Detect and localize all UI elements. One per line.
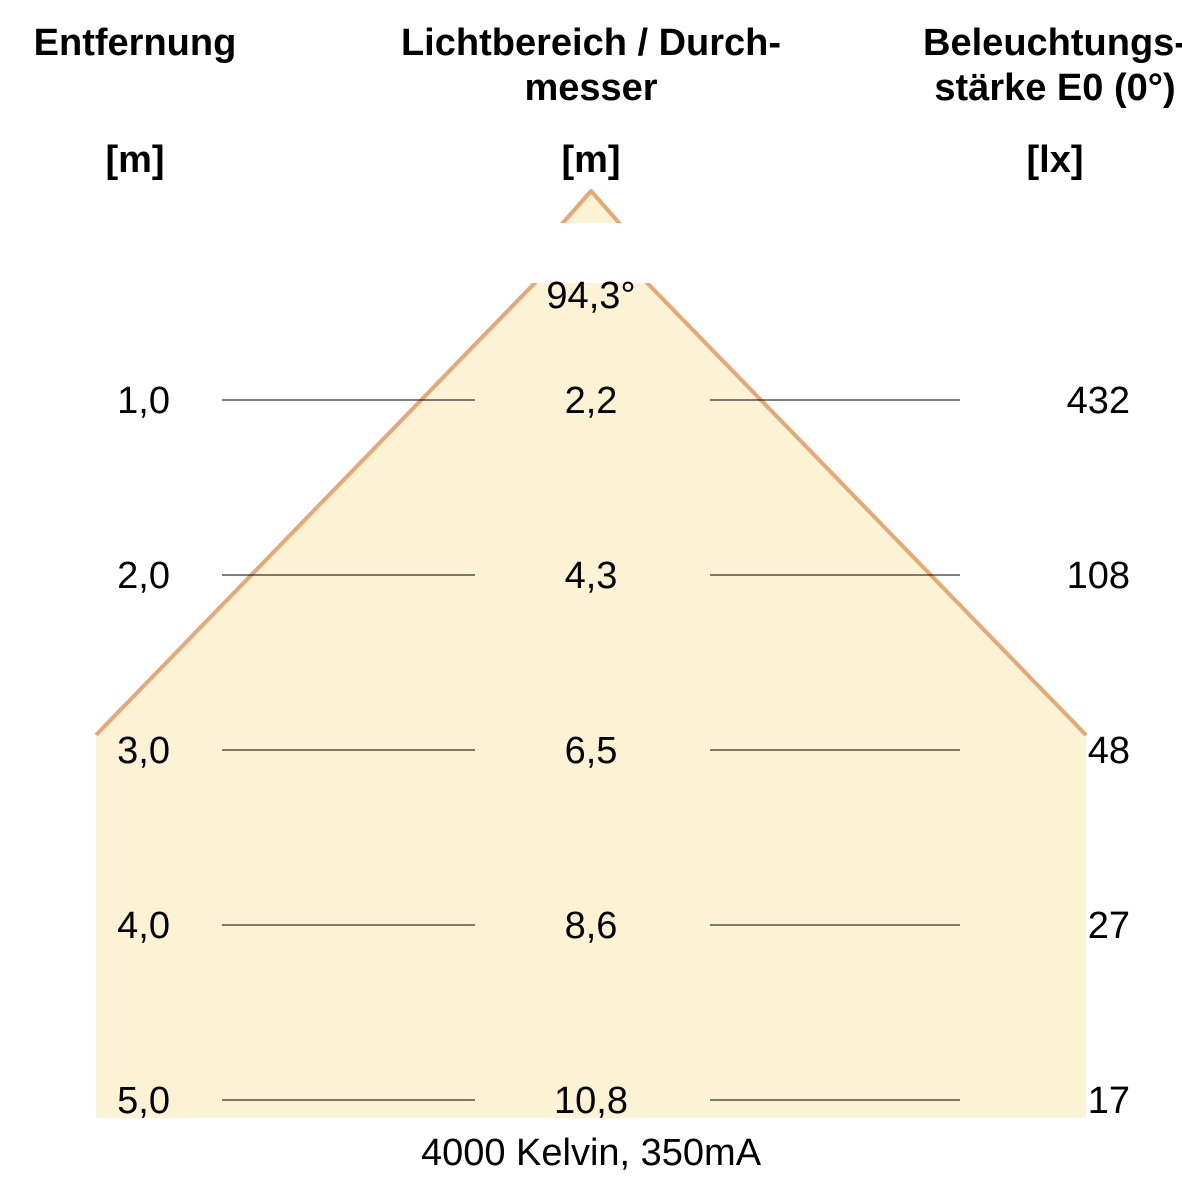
header-illum-unit: [lx] [1027, 139, 1084, 181]
distance-value: 2,0 [117, 555, 170, 597]
footer-spec: 4000 Kelvin, 350mA [421, 1132, 762, 1174]
header-distance: Entfernung [34, 22, 237, 64]
illuminance-value: 27 [1088, 905, 1130, 947]
illuminance-value: 432 [1067, 380, 1130, 422]
illuminance-value: 17 [1088, 1080, 1130, 1122]
header-distance-unit: [m] [105, 139, 164, 181]
distance-value: 3,0 [117, 730, 170, 772]
distance-value: 1,0 [117, 380, 170, 422]
light-cone-diagram: 94,3° 1,0 2,2 432 2,0 4,3 108 3,0 6,5 48 4,0 8,6 27… [0, 0, 1182, 1182]
distance-value: 4,0 [117, 905, 170, 947]
diameter-value: 2,2 [565, 380, 618, 422]
illuminance-value: 108 [1067, 555, 1130, 597]
diameter-value: 10,8 [554, 1080, 628, 1122]
header-diameter-l1: Lichtbereich / Durch- [401, 22, 781, 64]
distance-value: 5,0 [117, 1080, 170, 1122]
diameter-value: 4,3 [565, 555, 618, 597]
diameter-value: 8,6 [565, 905, 618, 947]
diameter-value: 6,5 [565, 730, 618, 772]
header-illum-l1: Beleuchtungs- [923, 22, 1182, 64]
angle-label-bg [521, 223, 661, 283]
light-cone-fill [96, 225, 1086, 1118]
header-illum-l2: stärke E0 (0°) [934, 67, 1175, 109]
cone-apex-cap [561, 191, 621, 225]
beam-angle-label: 94,3° [546, 275, 635, 317]
header-diameter-l2: messer [524, 67, 657, 109]
illuminance-value: 48 [1088, 730, 1130, 772]
header-diameter-unit: [m] [561, 139, 620, 181]
